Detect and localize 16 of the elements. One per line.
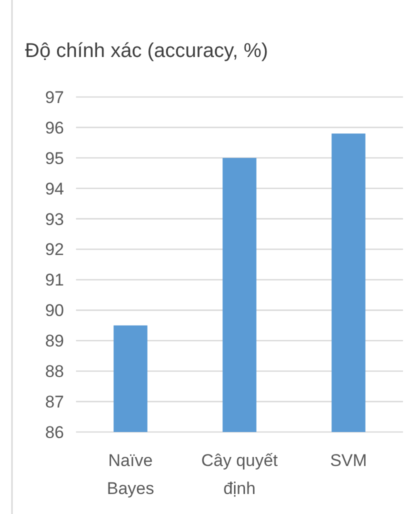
y-tick-label: 93: [45, 210, 64, 229]
y-tick-label: 92: [45, 240, 64, 260]
y-tick-label: 90: [45, 301, 64, 320]
y-tick-label: 97: [45, 88, 64, 107]
y-tick-label: 87: [45, 392, 64, 412]
chart-title: Độ chính xác (accuracy, %): [25, 40, 268, 62]
y-tick-label: 86: [45, 422, 64, 442]
y-tick-label: 95: [45, 148, 64, 168]
x-tick-label: Naïve Bayes: [106, 451, 154, 498]
y-tick-label: 89: [45, 332, 64, 351]
y-tick-label: 88: [45, 362, 64, 382]
x-tick-label: Cây quyết định: [201, 451, 278, 498]
y-tick-label: 96: [45, 118, 64, 138]
y-tick-label: 94: [45, 179, 64, 198]
y-tick-label: 91: [45, 270, 64, 290]
x-tick-label: SVM: [330, 451, 367, 470]
